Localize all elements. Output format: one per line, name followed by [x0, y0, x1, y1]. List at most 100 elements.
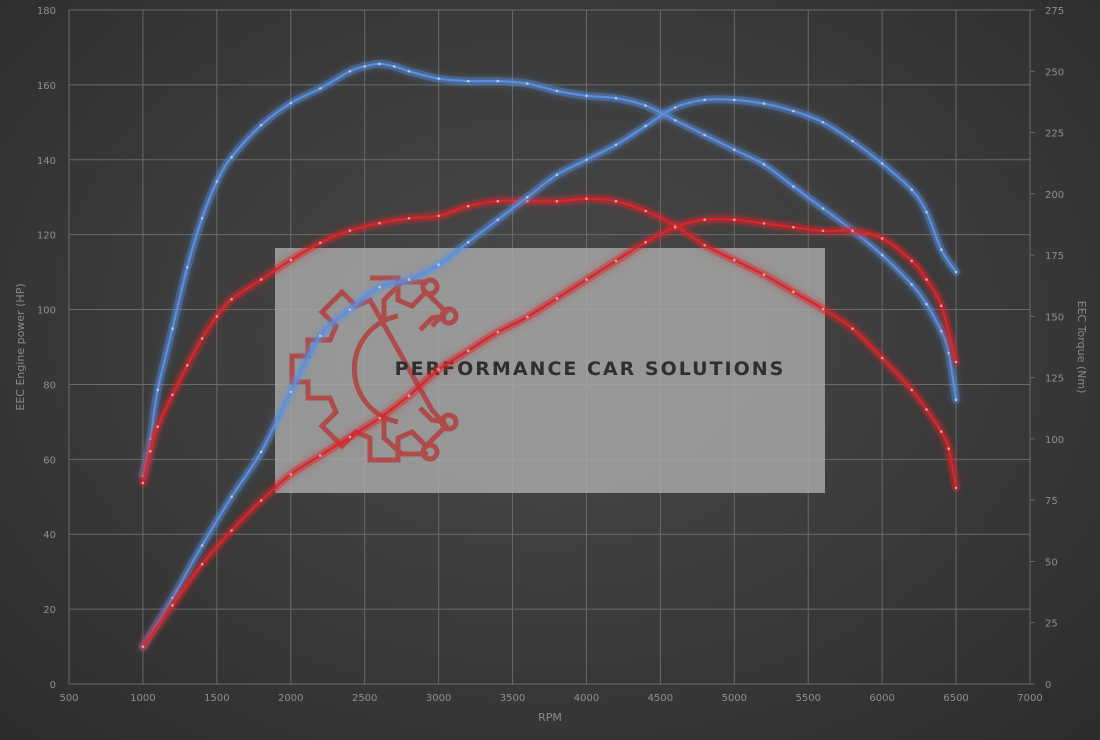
left-tick-label: 60: [43, 455, 56, 466]
data-point: [733, 98, 736, 102]
data-point: [555, 173, 559, 177]
data-point: [585, 158, 588, 162]
watermark: PERFORMANCE CAR SOLUTIONS: [275, 248, 825, 493]
data-point: [319, 334, 322, 338]
series-power-3: [138, 214, 961, 651]
data-point: [940, 304, 943, 308]
data-point: [644, 104, 647, 107]
data-point: [644, 209, 647, 213]
data-point: [259, 278, 263, 281]
left-tick-label: 120: [37, 231, 56, 242]
data-point: [289, 473, 293, 476]
x-tick-label: 3500: [500, 693, 525, 704]
left-tick-label: 100: [37, 306, 56, 317]
data-point: [496, 199, 500, 203]
data-point: [821, 307, 825, 311]
data-point: [954, 360, 958, 364]
data-point: [925, 408, 928, 411]
right-axis-ticks: 0 25 50 75 100 125 150 175 200 225 250 275: [1045, 6, 1064, 691]
data-point: [348, 435, 352, 439]
data-point: [186, 266, 189, 269]
data-point: [437, 263, 440, 266]
data-point: [230, 297, 233, 301]
data-point: [200, 544, 204, 547]
data-point: [673, 106, 677, 109]
data-point: [940, 430, 943, 433]
right-tick-label: 100: [1045, 435, 1064, 446]
data-point: [466, 349, 470, 353]
data-point: [947, 447, 950, 451]
left-tick-label: 0: [50, 680, 56, 691]
data-point: [954, 270, 958, 274]
data-point: [437, 368, 440, 371]
x-tick-label: 6500: [943, 693, 968, 704]
data-point: [880, 162, 884, 165]
x-tick-label: 5500: [796, 693, 821, 704]
right-tick-label: 275: [1045, 6, 1064, 17]
data-point: [910, 283, 913, 286]
data-point: [526, 82, 529, 85]
data-point: [141, 645, 145, 648]
data-point: [940, 248, 943, 251]
data-point: [614, 143, 618, 147]
right-tick-label: 200: [1045, 190, 1064, 201]
data-point: [585, 278, 588, 281]
data-point: [555, 297, 559, 300]
data-point: [348, 308, 352, 311]
x-tick-label: 2500: [352, 693, 377, 704]
x-tick-label: 4000: [574, 693, 599, 704]
series-line: [141, 217, 958, 648]
data-point: [792, 290, 795, 294]
series-group-front: [138, 59, 961, 651]
data-point: [437, 214, 440, 218]
data-point: [186, 364, 189, 367]
data-point: [792, 225, 795, 229]
data-point: [407, 394, 411, 398]
data-point: [466, 204, 470, 208]
right-tick-label: 50: [1045, 557, 1058, 568]
data-point: [555, 89, 559, 93]
data-point: [319, 241, 322, 245]
right-tick-label: 175: [1045, 251, 1064, 262]
data-point: [363, 65, 367, 68]
data-point: [880, 253, 884, 257]
watermark-text: PERFORMANCE CAR SOLUTIONS: [395, 358, 786, 380]
data-point: [215, 180, 219, 183]
x-tick-label: 3000: [426, 693, 451, 704]
data-point: [200, 217, 204, 220]
data-point: [762, 222, 766, 225]
data-point: [496, 79, 500, 83]
data-point: [954, 486, 958, 490]
data-point: [733, 258, 736, 262]
data-point: [954, 398, 958, 402]
series-line: [141, 98, 958, 648]
data-point: [703, 133, 706, 137]
data-point: [156, 425, 159, 429]
data-point: [289, 258, 293, 262]
data-point: [585, 197, 588, 200]
data-point: [821, 207, 825, 210]
data-point: [792, 185, 795, 188]
data-point: [526, 195, 529, 199]
data-point: [851, 327, 854, 330]
data-point: [378, 62, 381, 66]
data-point: [673, 119, 677, 122]
data-point: [821, 229, 825, 233]
data-point: [378, 221, 381, 225]
right-tick-label: 75: [1045, 496, 1058, 507]
data-point: [171, 393, 174, 397]
data-point: [407, 278, 411, 281]
data-point: [762, 102, 766, 105]
data-point: [644, 240, 647, 244]
right-tick-label: 250: [1045, 67, 1064, 78]
x-tick-label: 6000: [869, 693, 894, 704]
series-power-2: [138, 95, 961, 651]
data-point: [466, 79, 470, 83]
data-point: [792, 109, 795, 113]
data-point: [259, 499, 263, 502]
left-tick-label: 180: [37, 6, 56, 17]
data-point: [762, 163, 766, 166]
data-point: [378, 416, 381, 420]
data-point: [821, 121, 825, 124]
data-point: [171, 327, 174, 330]
